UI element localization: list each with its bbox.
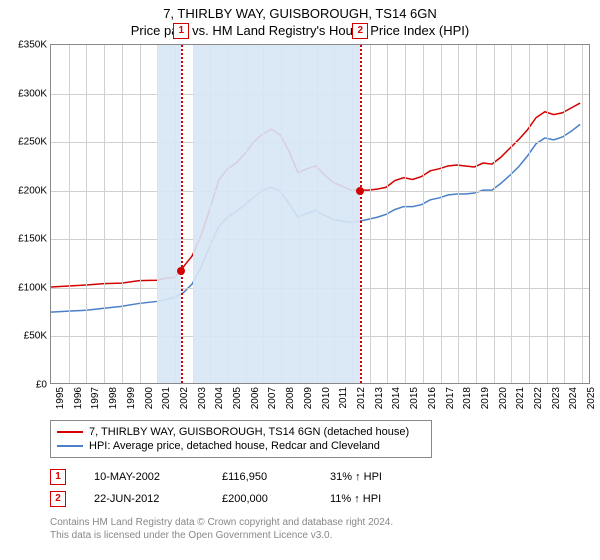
legend: 7, THIRLBY WAY, GUISBOROUGH, TS14 6GN (d… [50, 420, 432, 458]
attribution: Contains HM Land Registry data © Crown c… [50, 516, 590, 542]
event-line [181, 45, 183, 383]
xaxis-tick-label: 2000 [144, 387, 155, 409]
yaxis-tick-label: £100K [18, 282, 47, 293]
xaxis-tick-label: 2013 [374, 387, 385, 409]
legend-swatch-hpi [57, 445, 83, 447]
xaxis-tick-label: 2024 [568, 387, 579, 409]
event-row-date: 10-MAY-2002 [94, 471, 194, 483]
xgrid-line [140, 45, 141, 383]
yaxis-tick-label: £200K [18, 185, 47, 196]
xaxis-tick-label: 2003 [197, 387, 208, 409]
xaxis-tick-label: 2004 [214, 387, 225, 409]
yaxis-tick-label: £0 [36, 380, 47, 391]
shaded-range [157, 45, 181, 383]
yaxis-tick-label: £300K [18, 88, 47, 99]
xgrid-line [387, 45, 388, 383]
event-point [356, 187, 364, 195]
legend-label-hpi: HPI: Average price, detached house, Redc… [89, 440, 380, 452]
xaxis-tick-label: 2017 [445, 387, 456, 409]
xaxis-tick-label: 1996 [73, 387, 84, 409]
xaxis-tick-label: 2002 [179, 387, 190, 409]
attribution-line1: Contains HM Land Registry data © Crown c… [50, 516, 590, 529]
xgrid-line [423, 45, 424, 383]
xaxis-tick-label: 1995 [55, 387, 66, 409]
event-marker: 2 [352, 23, 368, 39]
event-row-pct: 11% ↑ HPI [330, 493, 430, 505]
legend-row: HPI: Average price, detached house, Redc… [57, 439, 425, 453]
xgrid-line [86, 45, 87, 383]
xgrid-line [582, 45, 583, 383]
xgrid-line [547, 45, 548, 383]
event-row-pct: 31% ↑ HPI [330, 471, 430, 483]
event-row-price: £200,000 [222, 493, 302, 505]
xaxis-tick-label: 2014 [391, 387, 402, 409]
event-row: 1 10-MAY-2002 £116,950 31% ↑ HPI [50, 466, 590, 488]
xgrid-line [122, 45, 123, 383]
chart-title-subtitle: Price paid vs. HM Land Registry's House … [10, 23, 590, 38]
xaxis-tick-label: 1997 [90, 387, 101, 409]
event-marker: 1 [173, 23, 189, 39]
xaxis-tick-label: 2009 [303, 387, 314, 409]
yaxis-tick-label: £250K [18, 137, 47, 148]
events-table: 1 10-MAY-2002 £116,950 31% ↑ HPI 2 22-JUN-201… [50, 466, 590, 510]
xaxis-tick-label: 2018 [462, 387, 473, 409]
xgrid-line [441, 45, 442, 383]
xaxis-tick-label: 2008 [285, 387, 296, 409]
shaded-range [193, 45, 361, 383]
xaxis-tick-label: 2020 [498, 387, 509, 409]
yaxis-tick-label: £150K [18, 234, 47, 245]
attribution-line2: This data is licensed under the Open Gov… [50, 529, 590, 542]
event-row-marker: 2 [50, 491, 66, 507]
xgrid-line [529, 45, 530, 383]
xaxis-tick-label: 2011 [338, 387, 349, 409]
xaxis-tick-label: 2010 [321, 387, 332, 409]
plot-area: £0£50K£100K£150K£200K£250K£300K£350K1995… [50, 44, 590, 384]
legend-label-price-paid: 7, THIRLBY WAY, GUISBOROUGH, TS14 6GN (d… [89, 426, 409, 438]
event-row-date: 22-JUN-2012 [94, 493, 194, 505]
xgrid-line [494, 45, 495, 383]
xaxis-tick-label: 1999 [126, 387, 137, 409]
legend-row: 7, THIRLBY WAY, GUISBOROUGH, TS14 6GN (d… [57, 425, 425, 439]
chart-container: 7, THIRLBY WAY, GUISBOROUGH, TS14 6GN Pr… [0, 0, 600, 560]
xgrid-line [405, 45, 406, 383]
yaxis-tick-label: £350K [18, 40, 47, 51]
xgrid-line [564, 45, 565, 383]
xgrid-line [104, 45, 105, 383]
xaxis-tick-label: 2022 [533, 387, 544, 409]
xaxis-tick-label: 2015 [409, 387, 420, 409]
xaxis-tick-label: 2006 [250, 387, 261, 409]
xaxis-tick-label: 2007 [267, 387, 278, 409]
xgrid-line [458, 45, 459, 383]
event-row: 2 22-JUN-2012 £200,000 11% ↑ HPI [50, 488, 590, 510]
event-line [360, 45, 362, 383]
xaxis-tick-label: 2025 [586, 387, 597, 409]
chart-title-address: 7, THIRLBY WAY, GUISBOROUGH, TS14 6GN [10, 6, 590, 21]
xgrid-line [511, 45, 512, 383]
yaxis-tick-label: £50K [24, 331, 47, 342]
event-row-marker: 1 [50, 469, 66, 485]
xaxis-tick-label: 2016 [427, 387, 438, 409]
xaxis-tick-label: 2023 [551, 387, 562, 409]
xgrid-line [69, 45, 70, 383]
event-row-price: £116,950 [222, 471, 302, 483]
xgrid-line [476, 45, 477, 383]
xgrid-line [370, 45, 371, 383]
xaxis-tick-label: 2012 [356, 387, 367, 409]
legend-swatch-price-paid [57, 431, 83, 433]
xaxis-tick-label: 2021 [515, 387, 526, 409]
xaxis-tick-label: 1998 [108, 387, 119, 409]
xaxis-tick-label: 2001 [161, 387, 172, 409]
xaxis-tick-label: 2019 [480, 387, 491, 409]
event-point [177, 267, 185, 275]
xaxis-tick-label: 2005 [232, 387, 243, 409]
